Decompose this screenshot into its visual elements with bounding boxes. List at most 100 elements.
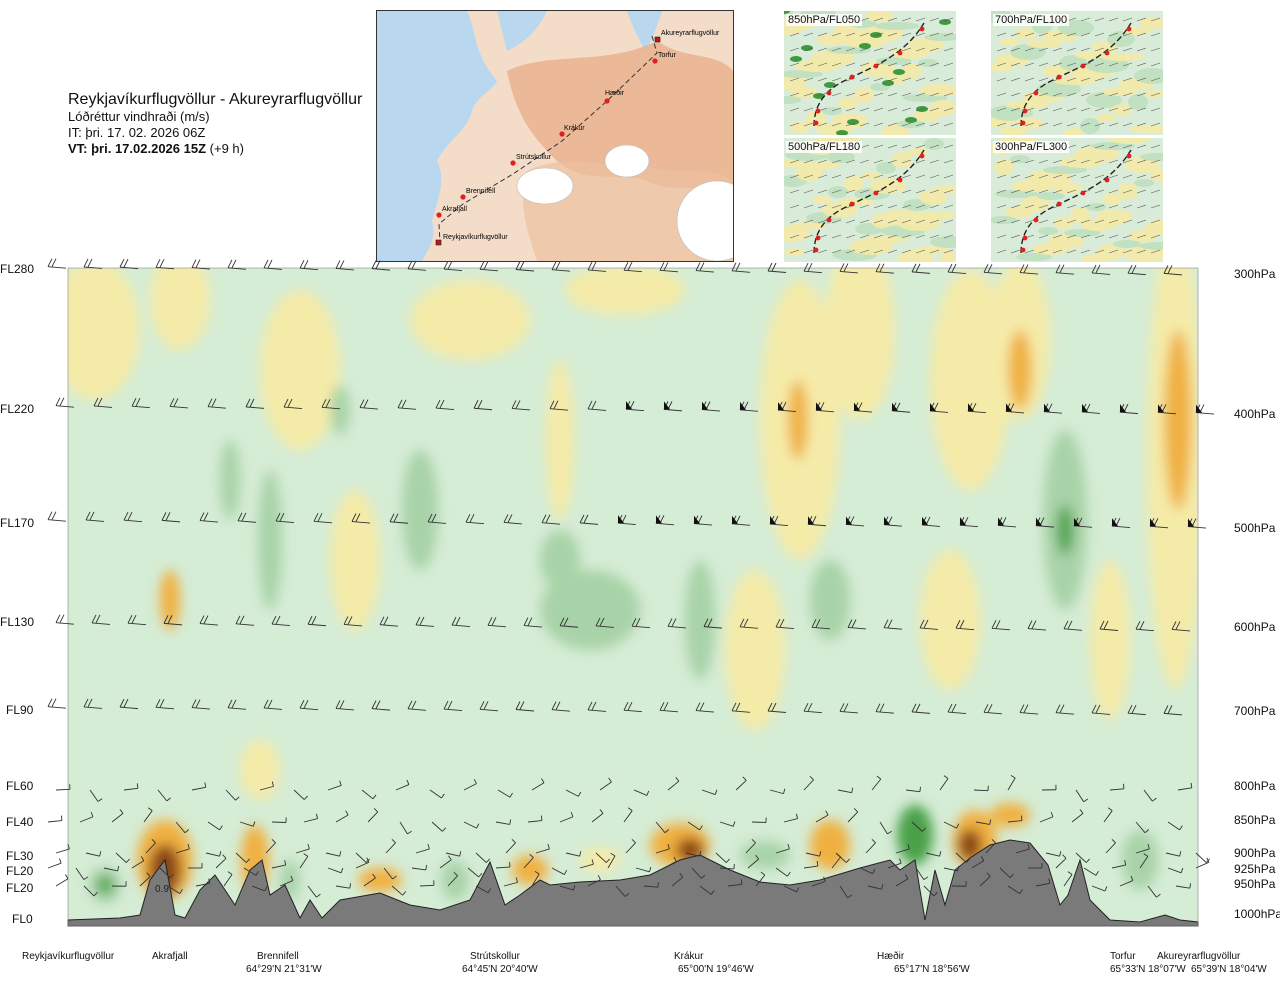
wind-barb bbox=[188, 863, 203, 869]
wind-barb bbox=[731, 702, 751, 713]
wind-barb bbox=[439, 855, 452, 869]
hpa-label-600: 600hPa bbox=[1234, 620, 1276, 634]
waypoint-reykjavik-marker bbox=[435, 239, 442, 246]
wind-barb bbox=[161, 512, 181, 523]
field-blob bbox=[330, 385, 350, 435]
wind-barb bbox=[123, 511, 143, 523]
hpa-label-500: 500hPa bbox=[1234, 521, 1276, 535]
wind-barb bbox=[1111, 517, 1131, 529]
wind-barb bbox=[587, 400, 607, 411]
wind-barb bbox=[587, 701, 607, 712]
wind-barb bbox=[925, 851, 942, 857]
wind-barb bbox=[1171, 621, 1191, 632]
wind-barb bbox=[475, 885, 492, 894]
wind-barb bbox=[975, 819, 992, 825]
wind-barb bbox=[1019, 704, 1039, 715]
wind-barb bbox=[89, 789, 103, 802]
field-blob bbox=[546, 360, 574, 520]
wind-barb bbox=[351, 513, 371, 524]
wind-barb bbox=[997, 517, 1017, 528]
route-map[interactable]: Akureyrarflugvöllur Torfur Hæðir Krákur … bbox=[376, 10, 734, 262]
wind-barb bbox=[715, 852, 730, 863]
wind-barb bbox=[1039, 811, 1054, 823]
wind-barb bbox=[505, 839, 516, 854]
wind-barb bbox=[427, 513, 447, 524]
wind-barb bbox=[973, 785, 989, 792]
loc-strutskollur-coord: 64°45'N 20°40'W bbox=[462, 964, 538, 975]
wind-barb bbox=[655, 515, 675, 526]
wind-barb bbox=[847, 619, 867, 630]
fl-label-30: FL30 bbox=[6, 849, 34, 863]
wind-barb bbox=[465, 513, 485, 525]
wind-barb bbox=[879, 821, 892, 835]
wind-barb bbox=[979, 872, 991, 887]
wind-barb bbox=[853, 402, 873, 413]
wind-barb bbox=[239, 821, 256, 827]
wind-barb bbox=[739, 401, 759, 412]
route-title: Reykjavíkurflugvöllur - Akureyrarflugvöl… bbox=[68, 91, 363, 108]
mini-map-850[interactable]: 850hPa/FL050 bbox=[784, 11, 956, 135]
wind-barb bbox=[625, 400, 645, 412]
wind-barb bbox=[541, 514, 561, 525]
wind-barb bbox=[199, 512, 219, 523]
wind-barb bbox=[1103, 807, 1113, 823]
fl-label-130: FL130 bbox=[0, 615, 35, 629]
fl-label-60: FL60 bbox=[6, 779, 34, 793]
field-blob bbox=[512, 855, 548, 885]
wind-barb bbox=[607, 852, 616, 869]
wind-barb bbox=[265, 839, 276, 854]
wind-barb bbox=[1091, 264, 1111, 275]
wind-barb bbox=[699, 885, 715, 895]
field-blob bbox=[402, 450, 438, 570]
wind-barb bbox=[883, 619, 903, 630]
field-blob bbox=[825, 268, 895, 420]
wind-barb bbox=[1075, 852, 1090, 863]
wind-barb bbox=[1163, 265, 1183, 276]
map-label-akureyri: Akureyrarflugvöllur bbox=[661, 30, 720, 37]
wind-barb bbox=[695, 702, 715, 713]
wind-barb bbox=[551, 261, 571, 272]
wind-barb bbox=[111, 809, 124, 823]
wind-barb bbox=[531, 871, 540, 887]
wind-barb bbox=[667, 618, 687, 629]
wind-barbs bbox=[47, 258, 1215, 899]
wind-barb bbox=[845, 516, 865, 527]
wind-barb bbox=[175, 843, 190, 854]
wind-barb bbox=[1035, 878, 1051, 887]
wind-barb bbox=[905, 786, 921, 793]
wind-barb bbox=[245, 398, 265, 409]
wind-barb bbox=[159, 867, 174, 879]
wind-barb bbox=[223, 871, 233, 887]
wind-barb bbox=[85, 511, 105, 522]
field-blob bbox=[740, 841, 790, 869]
wind-barb bbox=[1083, 867, 1099, 876]
wind-barb bbox=[1195, 404, 1215, 415]
wind-barb bbox=[199, 615, 219, 626]
wind-barb bbox=[1135, 621, 1155, 632]
wind-barb bbox=[47, 258, 67, 269]
wind-barb bbox=[55, 874, 69, 887]
mini-map-500[interactable]: 500hPa/FL180 bbox=[784, 138, 956, 262]
wind-barb bbox=[215, 854, 227, 869]
wind-barb bbox=[549, 400, 569, 411]
wind-barb bbox=[671, 873, 684, 887]
wind-barb bbox=[895, 874, 909, 887]
field-blob bbox=[260, 290, 340, 450]
wind-barb bbox=[371, 700, 391, 711]
mini-map-300[interactable]: 300hPa/FL300 bbox=[991, 138, 1163, 262]
wind-barb bbox=[479, 261, 499, 272]
loc-krakur-coord: 65°00'N 19°46'W bbox=[678, 964, 754, 975]
wind-barb bbox=[883, 516, 903, 527]
wind-barb bbox=[767, 262, 787, 273]
wind-barb bbox=[79, 811, 94, 823]
wind-barb bbox=[693, 515, 713, 526]
wind-barb bbox=[565, 789, 582, 797]
wind-barb bbox=[895, 843, 910, 854]
wind-barb bbox=[655, 843, 670, 854]
wind-barb bbox=[463, 778, 477, 791]
wind-barb bbox=[227, 259, 247, 270]
mini-map-700[interactable]: 700hPa/FL100 bbox=[991, 11, 1163, 135]
wind-barb bbox=[1127, 264, 1147, 276]
wind-barb bbox=[389, 513, 409, 524]
wind-barb bbox=[1081, 403, 1101, 414]
